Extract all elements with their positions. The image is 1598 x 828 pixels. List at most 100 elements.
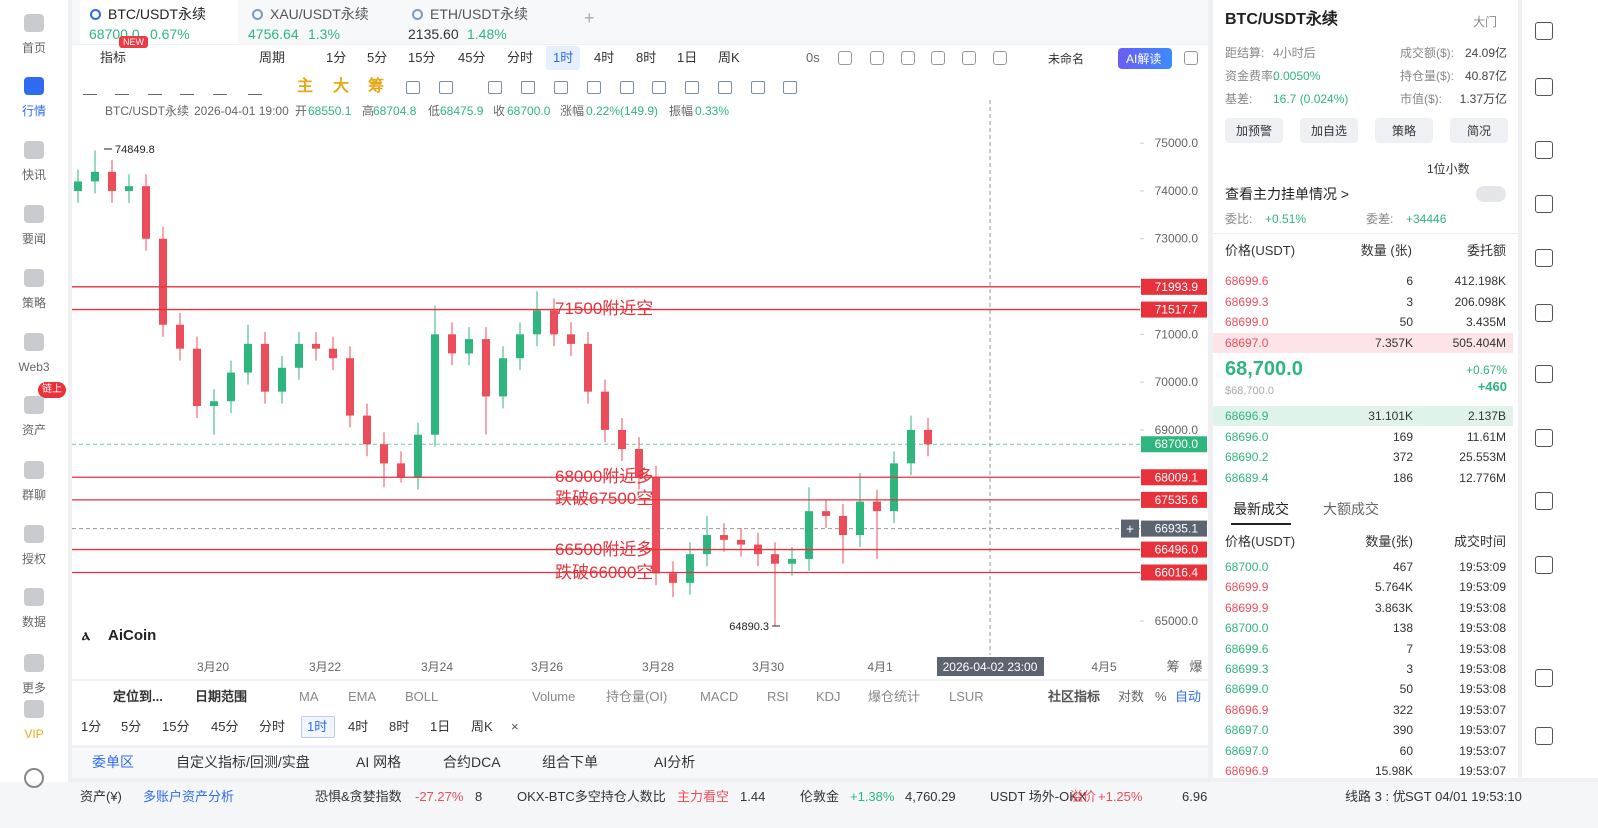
interval-button[interactable]: 5分 — [121, 719, 142, 734]
toolbar-icon[interactable] — [1535, 249, 1553, 267]
nav-item[interactable]: 策略 — [21, 296, 46, 310]
bottom-tab[interactable]: 自定义指标/回测/实盘 — [176, 754, 310, 770]
indicator-item[interactable]: 持仓量(OI) — [606, 689, 668, 704]
draw-icon[interactable] — [587, 81, 601, 94]
nav-icon[interactable] — [24, 700, 44, 718]
indicator-button[interactable]: 指标 — [100, 50, 127, 65]
nav-icon[interactable] — [24, 77, 44, 95]
ai-button-bg[interactable] — [1118, 48, 1172, 69]
draw-icon[interactable] — [115, 81, 129, 95]
draw-icon[interactable] — [248, 81, 262, 95]
tool-icon[interactable] — [931, 51, 945, 65]
active-tab[interactable] — [80, 0, 238, 44]
panel-button[interactable]: 简况 — [1466, 124, 1491, 138]
draw-icon[interactable] — [83, 81, 97, 95]
draw-icon[interactable] — [148, 81, 162, 95]
interval-button[interactable]: 1日 — [430, 719, 451, 734]
panel-button-bg[interactable] — [1375, 118, 1433, 143]
panel-button-bg[interactable] — [1300, 118, 1358, 143]
draw-tool[interactable]: 筹 — [368, 78, 385, 95]
trade-tab[interactable]: 大额成交 — [1323, 501, 1379, 517]
depth-setting[interactable]: 1位小数 — [1427, 162, 1470, 176]
close-button[interactable]: × — [511, 719, 519, 734]
nav-item[interactable]: 授权 — [21, 552, 46, 566]
interval-button[interactable]: 15分 — [162, 719, 190, 734]
nav-item[interactable]: 数据 — [21, 615, 46, 629]
add-tab[interactable]: + — [584, 8, 595, 28]
nav-icon[interactable] — [24, 14, 44, 32]
nav-icon[interactable] — [24, 525, 44, 543]
toolbar-icon[interactable] — [1535, 141, 1553, 159]
nav-icon[interactable] — [24, 396, 44, 414]
interval-button[interactable]: 4时 — [348, 719, 369, 734]
nav-item[interactable]: 要闻 — [21, 232, 46, 246]
interval-button[interactable]: 5分 — [367, 50, 388, 65]
nav-item[interactable]: 群聊 — [21, 488, 46, 502]
toolbar-icon[interactable] — [1535, 669, 1553, 687]
draw-icon[interactable] — [783, 81, 797, 94]
draw-icon[interactable] — [180, 81, 194, 95]
nav-item[interactable]: 首页 — [21, 41, 46, 55]
scale-option[interactable]: 对数 — [1118, 689, 1145, 704]
toolbar-icon[interactable] — [1535, 195, 1553, 213]
panel-button[interactable]: 加自选 — [1310, 124, 1347, 138]
tool-icon[interactable] — [993, 51, 1007, 65]
ai-button[interactable]: AI解读 — [1126, 52, 1162, 66]
interval-button[interactable]: 4时 — [594, 50, 615, 65]
scale-option[interactable]: % — [1155, 689, 1167, 704]
panel-button[interactable]: 加预警 — [1235, 124, 1272, 138]
panel-button[interactable]: 策略 — [1391, 124, 1416, 138]
toolbar-icon[interactable] — [1535, 556, 1553, 574]
tool-icon[interactable] — [838, 51, 852, 65]
nav-item[interactable]: 资产 — [21, 423, 46, 437]
indicator-item[interactable]: MA — [299, 689, 319, 704]
draw-icon[interactable] — [751, 81, 765, 94]
trade-tab[interactable]: 最新成交 — [1233, 501, 1289, 517]
draw-icon[interactable] — [439, 81, 453, 94]
nav-item[interactable]: Web3 — [18, 360, 50, 374]
draw-icon[interactable] — [620, 81, 634, 94]
indicator-item[interactable]: MACD — [700, 689, 739, 704]
interval-button[interactable]: 1日 — [677, 50, 698, 65]
draw-icon[interactable] — [521, 81, 535, 94]
draw-icon[interactable] — [554, 81, 568, 94]
nav-icon[interactable] — [24, 269, 44, 287]
draw-tool[interactable]: 主 — [297, 78, 314, 95]
interval-button[interactable]: 周K — [471, 719, 493, 734]
locate-button[interactable]: 定位到... — [113, 689, 163, 704]
bottom-tab[interactable]: 合约DCA — [443, 754, 501, 770]
draw-icon[interactable] — [213, 81, 227, 95]
toolbar-icon[interactable] — [1535, 365, 1553, 383]
interval-button[interactable]: 1时 — [307, 719, 328, 734]
main-orders-link[interactable]: 查看主力挂单情况 > — [1225, 186, 1350, 202]
date-range-button[interactable]: 日期范围 — [195, 689, 248, 704]
nav-icon[interactable] — [24, 333, 44, 351]
panel-button-bg[interactable] — [1225, 118, 1283, 143]
nav-icon[interactable] — [24, 461, 44, 479]
interval-button[interactable]: 8时 — [636, 50, 657, 65]
interval-button[interactable]: 分时 — [259, 719, 286, 734]
layout-name[interactable]: 未命名 — [1048, 52, 1085, 66]
tool-icon[interactable] — [901, 51, 915, 65]
draw-icon[interactable] — [685, 81, 699, 94]
nav-icon[interactable] — [24, 654, 44, 672]
bottom-tab[interactable]: 组合下单 — [542, 754, 598, 770]
toolbar-icon[interactable] — [1535, 429, 1553, 447]
draw-icon[interactable] — [718, 81, 732, 94]
indicator-item[interactable]: EMA — [348, 689, 377, 704]
period-button[interactable]: 周期 — [259, 50, 286, 65]
indicator-item[interactable]: Volume — [532, 689, 576, 704]
panel-link[interactable]: 大门 — [1473, 15, 1498, 29]
draw-tool[interactable]: 大 — [333, 78, 350, 95]
draw-icon[interactable] — [406, 81, 420, 94]
draw-icon[interactable] — [652, 81, 666, 94]
scale-option[interactable]: 自动 — [1175, 689, 1202, 704]
bottom-tab[interactable]: 委单区 — [92, 754, 134, 770]
nav-icon[interactable] — [24, 588, 44, 606]
tab-name[interactable]: XAU/USDT永续 — [270, 6, 369, 22]
nav-icon[interactable] — [24, 141, 44, 159]
settings-icon[interactable] — [24, 768, 44, 788]
nav-item[interactable]: 快讯 — [21, 168, 46, 182]
tab-name[interactable]: ETH/USDT永续 — [430, 6, 528, 22]
interval-button[interactable]: 45分 — [458, 50, 486, 65]
